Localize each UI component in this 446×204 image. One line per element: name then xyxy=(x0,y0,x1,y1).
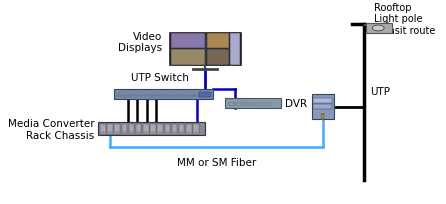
Text: UTP Switch: UTP Switch xyxy=(131,72,189,82)
Circle shape xyxy=(321,116,324,118)
Bar xyxy=(190,95,194,97)
Circle shape xyxy=(166,132,169,133)
Bar xyxy=(150,124,156,134)
Bar xyxy=(199,92,211,98)
Circle shape xyxy=(187,132,190,133)
Text: MM or SM Fiber: MM or SM Fiber xyxy=(177,157,256,167)
Circle shape xyxy=(116,132,119,133)
Bar xyxy=(207,34,229,49)
Bar xyxy=(128,95,132,97)
Bar xyxy=(225,98,281,109)
Bar xyxy=(179,124,184,134)
Bar xyxy=(258,104,263,105)
Bar xyxy=(313,104,332,109)
Bar xyxy=(149,95,153,97)
Bar xyxy=(171,50,205,65)
Bar xyxy=(229,104,234,105)
Bar xyxy=(312,95,334,120)
Bar xyxy=(251,104,256,105)
Bar xyxy=(115,124,120,134)
Circle shape xyxy=(109,132,112,133)
Bar xyxy=(107,124,113,134)
Bar xyxy=(185,95,189,97)
Bar xyxy=(171,34,205,49)
Circle shape xyxy=(180,132,183,133)
Bar xyxy=(165,95,168,97)
Circle shape xyxy=(130,132,133,133)
Bar xyxy=(157,124,163,134)
Bar xyxy=(154,95,158,97)
Bar xyxy=(123,95,127,97)
Circle shape xyxy=(173,132,176,133)
Bar xyxy=(201,95,204,97)
Bar xyxy=(265,104,270,105)
Bar xyxy=(139,95,142,97)
Circle shape xyxy=(137,132,140,133)
Bar xyxy=(122,124,127,134)
Bar xyxy=(98,122,206,136)
Circle shape xyxy=(145,132,147,133)
Bar xyxy=(244,104,248,105)
Circle shape xyxy=(195,132,197,133)
Text: Media Converter
Rack Chassis: Media Converter Rack Chassis xyxy=(8,118,94,140)
Circle shape xyxy=(321,119,324,120)
Bar xyxy=(144,95,148,97)
Bar xyxy=(133,95,137,97)
Bar xyxy=(165,124,170,134)
Bar xyxy=(169,34,241,66)
Text: DVR: DVR xyxy=(285,98,307,108)
Bar xyxy=(230,34,240,65)
Bar xyxy=(159,95,163,97)
Text: Video
Displays: Video Displays xyxy=(118,31,162,53)
Bar xyxy=(186,124,191,134)
Circle shape xyxy=(123,132,126,133)
Bar xyxy=(118,95,122,97)
Bar xyxy=(143,124,149,134)
Bar xyxy=(114,90,213,100)
Bar xyxy=(206,95,209,97)
Bar xyxy=(169,95,173,97)
Circle shape xyxy=(321,114,324,115)
Circle shape xyxy=(102,132,104,133)
Bar xyxy=(175,95,178,97)
Bar xyxy=(195,95,199,97)
Bar xyxy=(313,99,332,103)
Bar xyxy=(100,124,106,134)
Bar xyxy=(207,50,229,65)
Bar xyxy=(136,124,141,134)
Polygon shape xyxy=(366,24,392,34)
Bar xyxy=(180,95,184,97)
Text: Rooftop
Light pole
Transit route: Rooftop Light pole Transit route xyxy=(374,3,436,36)
Circle shape xyxy=(372,26,384,32)
Text: UTP: UTP xyxy=(370,87,390,97)
Bar xyxy=(236,104,241,105)
Bar xyxy=(193,124,198,134)
Bar xyxy=(172,124,177,134)
Circle shape xyxy=(159,132,161,133)
Bar xyxy=(129,124,134,134)
Circle shape xyxy=(152,132,154,133)
